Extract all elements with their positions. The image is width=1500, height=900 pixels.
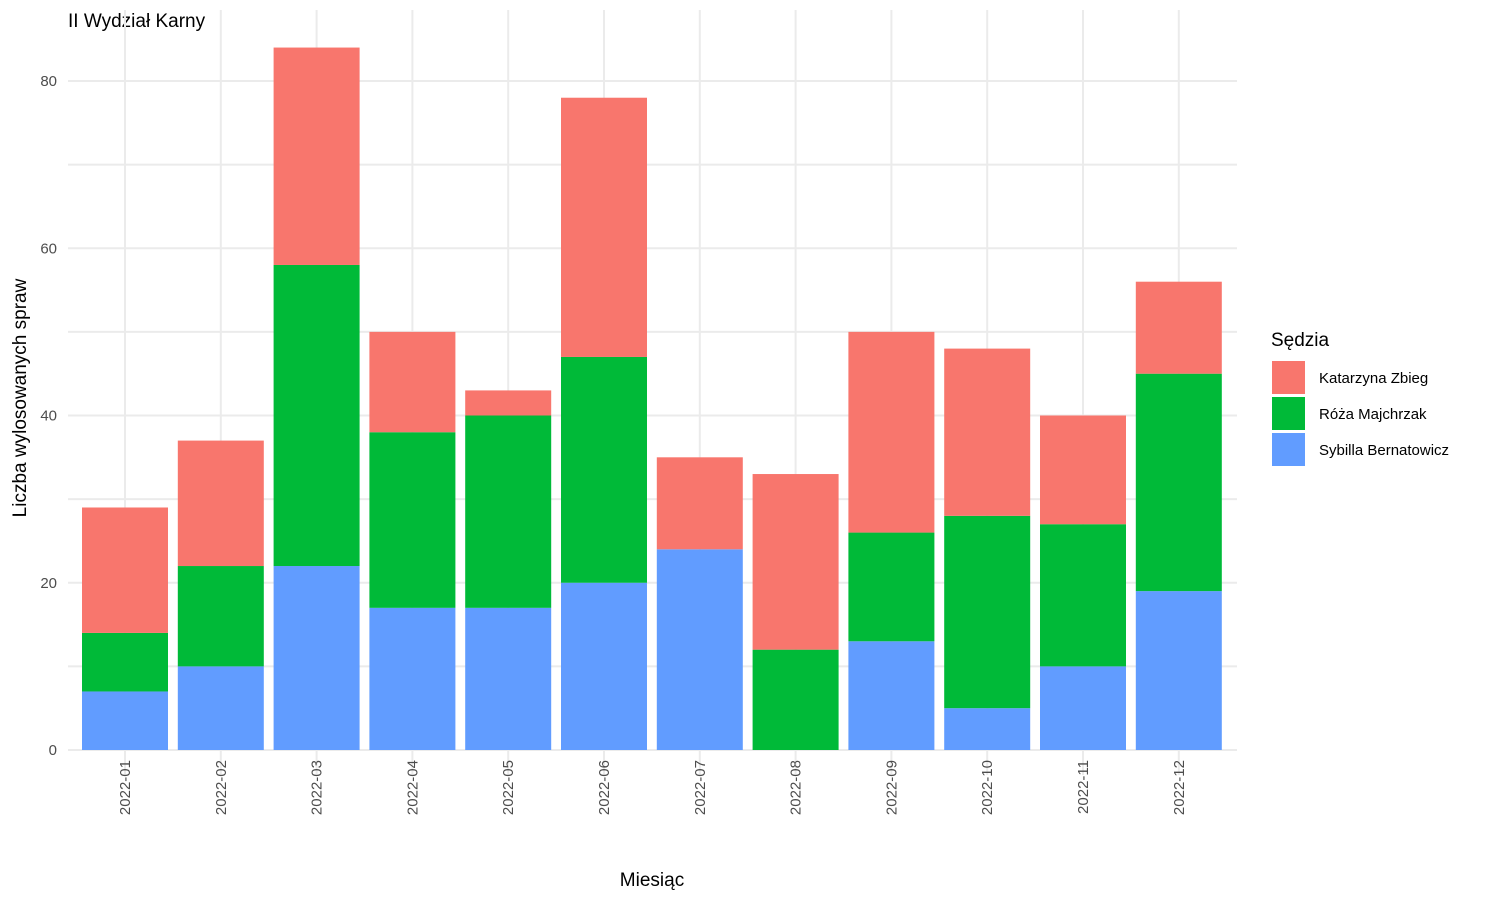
bar-segment [561,356,647,583]
bar-segment [465,415,552,608]
bar-segment [369,607,456,750]
x-tick-label: 2022-03 [309,760,326,815]
bar-segment [369,432,456,608]
bar-segment [656,549,743,750]
y-tick-label: 0 [49,742,57,759]
bar-segment [1040,666,1126,750]
bar-segment [273,47,360,265]
bar-segment [1135,281,1222,374]
legend-title: Sędzia [1271,330,1330,351]
x-tick-label: 2022-01 [117,760,134,815]
bar-segment [561,97,647,357]
chart-title: II Wydział Karny [68,11,206,32]
bar-segment [848,641,935,750]
x-tick-label: 2022-11 [1075,760,1092,814]
x-tick-label: 2022-08 [788,760,805,815]
x-tick-label: 2022-06 [596,760,613,815]
bar-segment [848,532,935,642]
bar-segment [273,264,360,567]
x-tick-label: 2022-07 [692,760,709,815]
bar-segment [177,666,264,750]
legend-swatch [1272,397,1305,430]
bar-segment [752,474,839,650]
bar-segment [82,691,168,750]
y-tick-label: 60 [40,240,57,257]
legend-swatch [1272,361,1305,394]
x-axis-ticks: 2022-01 2022-02 2022-03 2022-04 2022-05 2022-… [117,760,1188,815]
bar-segment [561,582,647,750]
bar-segment [465,390,552,416]
bars [82,47,1222,750]
legend-label: Katarzyna Zbieg [1319,370,1428,387]
legend-swatch [1272,433,1305,466]
bar-segment [82,507,168,633]
bar-segment [369,331,456,433]
bar-segment [1135,591,1222,750]
bar-segment [465,607,552,750]
x-axis-title: Miesiąc [620,870,684,891]
x-tick-label: 2022-12 [1171,760,1188,815]
legend-label: Sybilla Bernatowicz [1319,442,1449,459]
y-tick-label: 20 [40,575,57,592]
y-tick-label: 80 [40,73,57,90]
bar-segment [752,649,839,750]
x-tick-label: 2022-09 [883,760,900,815]
bar-segment [273,566,360,750]
bar-segment [656,457,743,550]
x-tick-label: 2022-04 [404,760,421,815]
x-tick-label: 2022-10 [979,760,996,815]
y-tick-label: 40 [40,408,57,425]
legend: Sędzia Katarzyna Zbieg Róża Majchrzak Sybi… [1271,330,1449,466]
bar-segment [1040,415,1126,525]
bar-segment [82,632,168,692]
bar-segment [944,348,1031,516]
bar-segment [848,331,935,533]
bar-segment [177,440,264,567]
bar-segment [944,515,1031,709]
legend-label: Róża Majchrzak [1319,406,1427,423]
bar-segment [1135,373,1222,592]
bar-segment [944,708,1031,750]
bar-segment [1040,524,1126,667]
x-tick-label: 2022-02 [213,760,230,815]
x-tick-label: 2022-05 [500,760,517,815]
y-axis-ticks: 0 20 40 60 80 [40,73,57,759]
bar-segment [177,566,264,667]
y-axis-title: Liczba wylosowanych spraw [10,278,31,517]
